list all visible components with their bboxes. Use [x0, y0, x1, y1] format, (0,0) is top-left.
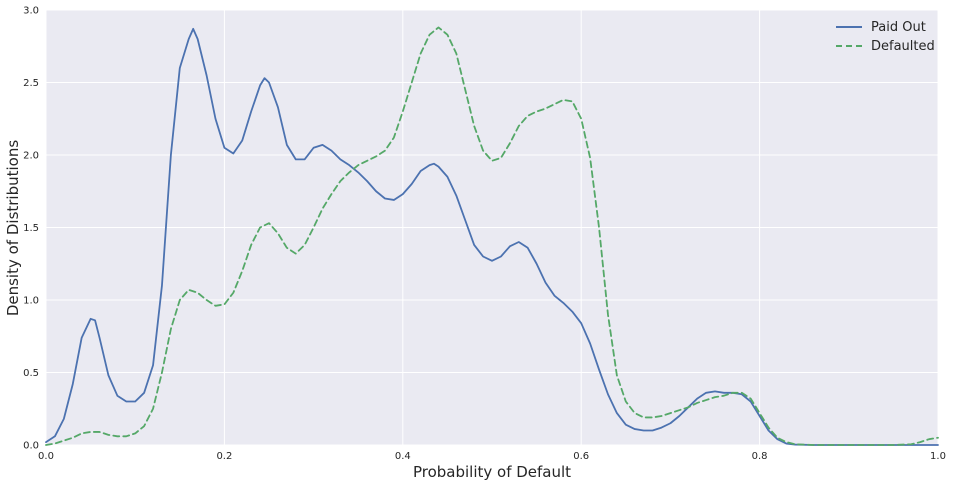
x-tick-label: 1.0 [930, 451, 946, 462]
y-axis-title: Density of Distributions [4, 140, 22, 317]
y-tick-label: 1.5 [23, 223, 39, 234]
x-tick-label: 0.4 [395, 451, 411, 462]
x-tick-label: 0.6 [573, 451, 589, 462]
y-tick-label: 2.0 [23, 151, 39, 162]
series-layer [45, 26, 939, 446]
x-tick-labels: 0.0 0.2 0.4 0.6 0.8 1.0 [38, 451, 946, 462]
y-tick-label: 0.5 [23, 368, 39, 379]
y-tick-label: 1.0 [23, 296, 39, 307]
x-axis-title: Probability of Default [413, 463, 571, 481]
x-tick-label: 0.0 [38, 451, 54, 462]
y-tick-label: 2.5 [23, 78, 39, 89]
series-line-defaulted [45, 26, 939, 446]
y-tick-labels: 0.0 0.5 1.0 1.5 2.0 2.5 3.0 [23, 6, 39, 452]
series-line-paid-out [45, 27, 939, 446]
legend-label-defaulted: Defaulted [871, 39, 935, 54]
y-tick-label: 0.0 [23, 441, 39, 452]
x-tick-label: 0.8 [752, 451, 768, 462]
legend: Paid Out Defaulted [836, 20, 935, 54]
y-tick-label: 3.0 [23, 6, 39, 17]
legend-label-paid-out: Paid Out [871, 20, 926, 35]
x-tick-label: 0.2 [216, 451, 232, 462]
grid [45, 9, 939, 446]
